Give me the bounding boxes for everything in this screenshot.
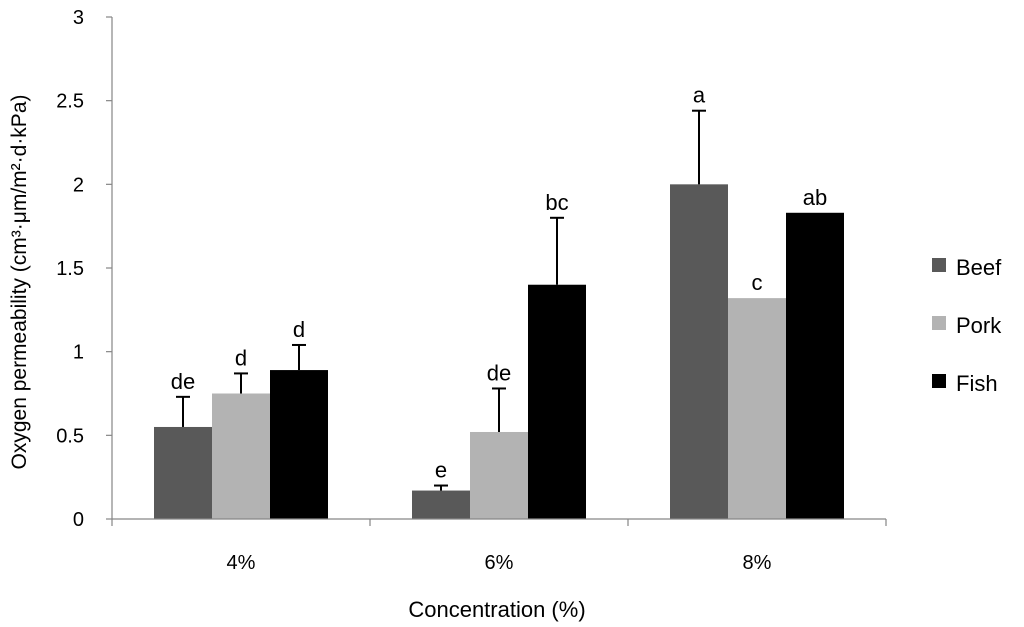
y-tick-label: 2 (73, 174, 84, 196)
y-tick-label: 1 (73, 342, 84, 364)
bar-pork (212, 393, 270, 519)
legend-swatch-fish (932, 374, 946, 388)
y-tick-label: 3 (73, 7, 84, 29)
y-tick-label: 0 (73, 509, 84, 531)
legend: Beef Pork Fish (932, 255, 1002, 396)
x-tick-label: 4% (227, 552, 256, 574)
y-axis-title: Oxygen permeability (cm³·μm/m²·d·kPa) (8, 95, 31, 470)
x-tick-label: 8% (743, 552, 772, 574)
data-label: ab (803, 185, 827, 210)
x-axis-title: Concentration (%) (408, 597, 585, 622)
bar-beef (154, 426, 212, 519)
bar-fish (786, 212, 844, 519)
legend-label-pork: Pork (956, 313, 1002, 338)
y-tick-label: 1.5 (56, 258, 84, 280)
data-label: d (235, 345, 247, 370)
axes: 0 0.5 1 1.5 2 2.5 3 4% 6% 8% (56, 7, 887, 574)
data-label: de (487, 360, 511, 385)
legend-label-beef: Beef (956, 255, 1002, 280)
data-label: e (435, 458, 447, 483)
bar-beef (670, 184, 728, 520)
y-tick-label: 2.5 (56, 91, 84, 113)
x-tick-label: 6% (485, 552, 514, 574)
legend-swatch-beef (932, 258, 946, 272)
data-label: de (171, 369, 195, 394)
bar-fish (528, 284, 586, 519)
bar-beef (412, 490, 470, 519)
data-label: a (693, 83, 706, 108)
legend-label-fish: Fish (956, 371, 998, 396)
data-label: c (752, 270, 763, 295)
data-label: bc (545, 190, 568, 215)
bar-pork (470, 431, 528, 519)
legend-swatch-pork (932, 316, 946, 330)
bar-pork (728, 298, 786, 519)
bar-fish (270, 370, 328, 519)
data-label: d (293, 317, 305, 342)
plot-area: de e a d de c d bc ab (154, 83, 844, 520)
y-tick-label: 0.5 (56, 425, 84, 447)
